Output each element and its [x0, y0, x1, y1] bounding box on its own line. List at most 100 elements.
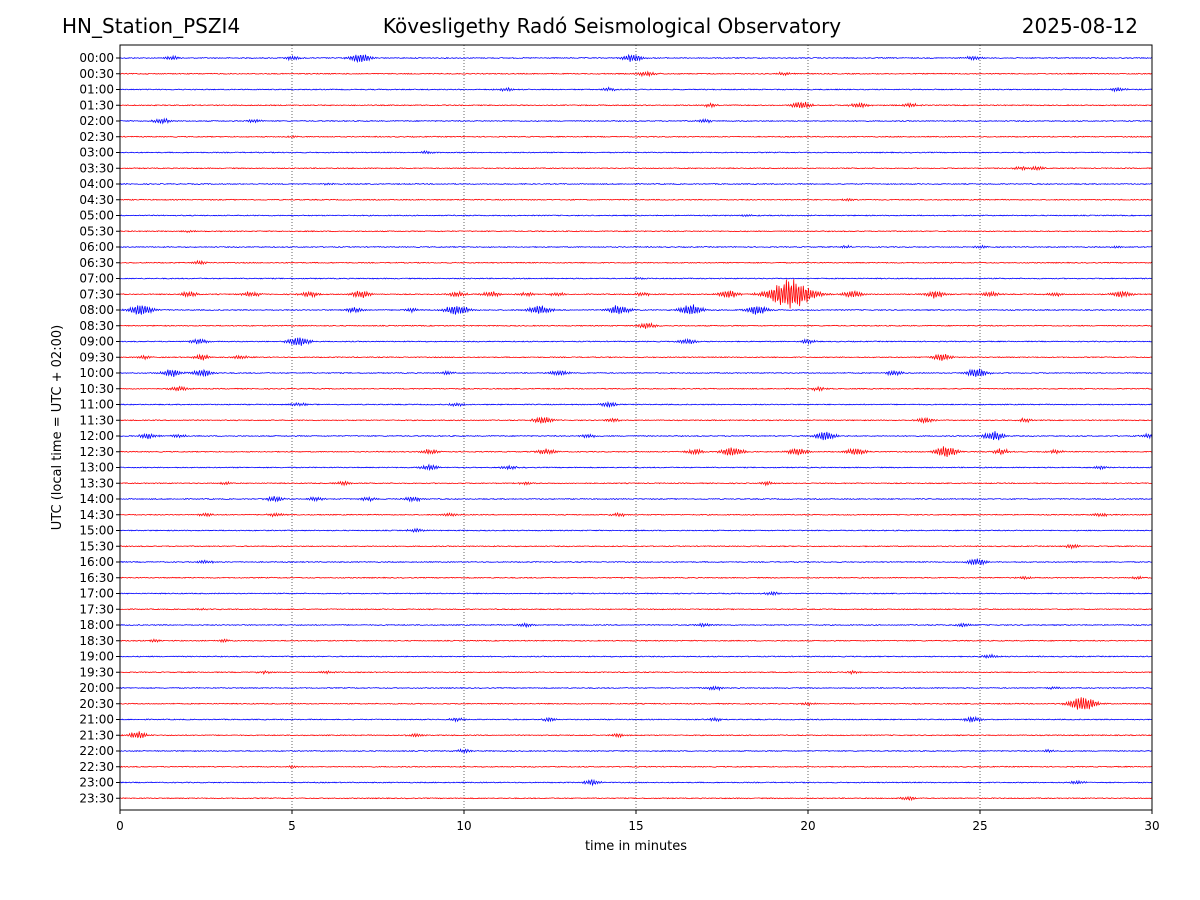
- y-tick-label: 01:00: [79, 83, 114, 97]
- trace-0530: [119, 229, 1153, 234]
- trace-0300: [119, 150, 1153, 155]
- y-tick-label: 18:30: [79, 634, 114, 648]
- trace-1100: [119, 400, 1153, 409]
- y-tick-label: 19:00: [79, 650, 114, 664]
- trace-1230: [119, 446, 1153, 458]
- trace-0900: [119, 337, 1153, 346]
- y-tick-label: 13:30: [79, 476, 114, 490]
- trace-0000: [119, 53, 1153, 64]
- trace-1800: [119, 622, 1153, 629]
- y-tick-label: 08:30: [79, 319, 114, 333]
- y-tick-label: 22:00: [79, 744, 114, 758]
- y-tick-label: 16:00: [79, 555, 114, 569]
- x-tick-label: 0: [116, 819, 124, 833]
- y-tick-label: 03:00: [79, 146, 114, 160]
- trace-1500: [119, 527, 1153, 533]
- trace-0130: [119, 101, 1153, 109]
- trace-1200: [119, 431, 1153, 441]
- trace-2030: [119, 697, 1153, 710]
- x-axis: 0 5 10 15 20 25 30: [116, 810, 1160, 833]
- trace-0730: [119, 279, 1153, 309]
- trace-0030: [119, 70, 1153, 78]
- chart-title: Kövesligethy Radó Seismological Observat…: [382, 14, 842, 38]
- y-tick-label: 00:30: [79, 67, 114, 81]
- trace-1130: [119, 416, 1153, 425]
- y-tick-label: 09:00: [79, 335, 114, 349]
- y-tick-label: 10:00: [79, 366, 114, 380]
- y-tick-label: 10:30: [79, 382, 114, 396]
- trace-0630: [119, 259, 1153, 266]
- trace-1630: [119, 575, 1153, 580]
- y-tick-label: 20:00: [79, 681, 114, 695]
- x-tick-label: 15: [628, 819, 643, 833]
- y-tick-label: 04:30: [79, 193, 114, 207]
- y-tick-label: 23:30: [79, 791, 114, 805]
- station-name: HN_Station_PSZI4: [62, 14, 241, 38]
- trace-0700: [119, 276, 1153, 280]
- y-tick-label: 22:30: [79, 760, 114, 774]
- x-tick-label: 5: [288, 819, 296, 833]
- y-tick-label: 07:30: [79, 287, 114, 301]
- y-tick-label: 06:30: [79, 256, 114, 270]
- vertical-grid: [291, 45, 981, 810]
- trace-0830: [119, 321, 1153, 329]
- y-tick-label: 15:00: [79, 524, 114, 538]
- y-tick-label: 14:30: [79, 508, 114, 522]
- trace-0430: [119, 197, 1153, 202]
- x-tick-label: 30: [1144, 819, 1159, 833]
- y-tick-label: 21:00: [79, 713, 114, 727]
- trace-0330: [119, 165, 1153, 172]
- trace-1700: [119, 590, 1153, 596]
- trace-1600: [119, 558, 1153, 566]
- trace-1300: [119, 463, 1153, 472]
- trace-1000: [119, 368, 1153, 378]
- x-tick-label: 20: [800, 819, 815, 833]
- trace-0800: [119, 304, 1153, 315]
- y-tick-label: 17:00: [79, 587, 114, 601]
- trace-0100: [119, 86, 1153, 93]
- y-tick-label: 07:00: [79, 272, 114, 286]
- y-tick-label: 05:00: [79, 209, 114, 223]
- trace-0600: [119, 244, 1153, 249]
- y-tick-label: 02:30: [79, 130, 114, 144]
- trace-0930: [119, 353, 1153, 361]
- y-axis-label: UTC (local time = UTC + 02:00): [50, 325, 65, 530]
- y-tick-label: 18:00: [79, 618, 114, 632]
- trace-1730: [119, 607, 1153, 611]
- trace-1330: [119, 480, 1153, 487]
- y-tick-label: 14:00: [79, 492, 114, 506]
- trace-2100: [119, 715, 1153, 723]
- y-tick-label: 12:00: [79, 429, 114, 443]
- trace-1830: [119, 638, 1153, 644]
- y-tick-label: 15:30: [79, 539, 114, 553]
- y-tick-label: 17:30: [79, 602, 114, 616]
- trace-1430: [119, 511, 1153, 518]
- trace-1030: [119, 385, 1153, 392]
- x-axis-label: time in minutes: [585, 839, 687, 854]
- trace-0200: [119, 117, 1153, 125]
- trace-2330: [119, 795, 1153, 802]
- trace-0230: [119, 134, 1153, 139]
- y-tick-label: 00:00: [79, 51, 114, 65]
- y-tick-label: 21:30: [79, 728, 114, 742]
- x-tick-label: 25: [972, 819, 987, 833]
- trace-1930: [119, 669, 1153, 676]
- y-tick-label: 02:00: [79, 114, 114, 128]
- trace-2230: [120, 765, 1153, 769]
- y-tick-label: 09:30: [79, 350, 114, 364]
- trace-1530: [119, 543, 1153, 550]
- y-tick-label: 05:30: [79, 224, 114, 238]
- y-tick-label: 03:30: [79, 161, 114, 175]
- trace-group: [119, 53, 1153, 802]
- y-tick-label: 08:00: [79, 303, 114, 317]
- trace-2200: [119, 748, 1153, 755]
- trace-2300: [119, 778, 1153, 787]
- y-tick-label: 19:30: [79, 665, 114, 679]
- y-tick-label: 12:30: [79, 445, 114, 459]
- y-tick-label: 16:30: [79, 571, 114, 585]
- trace-2000: [119, 685, 1153, 692]
- trace-0400: [119, 182, 1153, 186]
- y-tick-label: 23:00: [79, 776, 114, 790]
